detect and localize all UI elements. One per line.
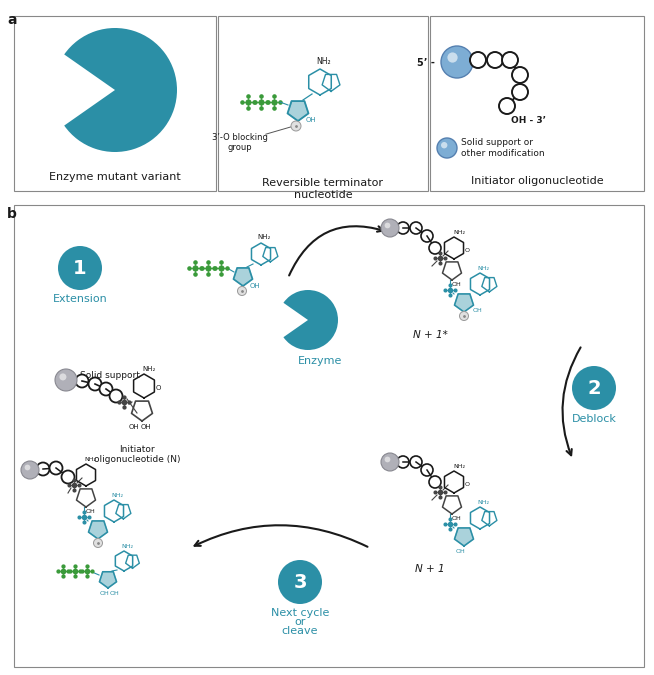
Circle shape xyxy=(88,377,101,391)
Text: Enzyme mutant variant: Enzyme mutant variant xyxy=(49,172,181,182)
Text: cleave: cleave xyxy=(282,626,318,636)
Polygon shape xyxy=(88,521,107,539)
Text: a: a xyxy=(7,13,16,27)
Circle shape xyxy=(441,46,473,78)
Circle shape xyxy=(499,98,515,114)
Circle shape xyxy=(460,311,468,321)
FancyBboxPatch shape xyxy=(14,16,216,191)
Circle shape xyxy=(410,456,422,468)
Text: OH: OH xyxy=(85,509,95,514)
Text: NH₂: NH₂ xyxy=(143,366,156,372)
Circle shape xyxy=(37,462,50,475)
Text: OH: OH xyxy=(129,424,139,430)
Circle shape xyxy=(385,223,390,228)
Text: OH: OH xyxy=(250,283,261,289)
Text: 3’-O blocking
group: 3’-O blocking group xyxy=(212,133,268,153)
Text: OH: OH xyxy=(452,282,462,287)
Text: NH₂: NH₂ xyxy=(477,266,489,271)
Text: Deblock: Deblock xyxy=(572,414,617,424)
Circle shape xyxy=(429,242,441,254)
Circle shape xyxy=(410,222,422,234)
Text: O: O xyxy=(156,385,162,391)
Circle shape xyxy=(502,52,518,68)
Text: OH: OH xyxy=(455,549,465,554)
Circle shape xyxy=(512,67,528,83)
Text: 1: 1 xyxy=(73,259,87,277)
Circle shape xyxy=(237,286,247,296)
FancyBboxPatch shape xyxy=(430,16,644,191)
Text: 3: 3 xyxy=(293,572,307,591)
Text: Reversible terminator
nucleotide: Reversible terminator nucleotide xyxy=(262,178,383,200)
Text: Extension: Extension xyxy=(52,294,107,304)
Circle shape xyxy=(470,52,486,68)
Text: NH₂: NH₂ xyxy=(257,234,271,240)
Text: OH: OH xyxy=(109,591,119,596)
Text: Next cycle: Next cycle xyxy=(271,608,329,618)
Text: N + 1*: N + 1* xyxy=(413,330,447,340)
Text: OH: OH xyxy=(99,591,109,596)
Text: NH₂: NH₂ xyxy=(84,457,96,462)
Wedge shape xyxy=(64,28,177,152)
FancyBboxPatch shape xyxy=(218,16,428,191)
Circle shape xyxy=(75,375,88,387)
Text: Solid support: Solid support xyxy=(80,371,140,381)
Text: O: O xyxy=(465,248,470,252)
FancyBboxPatch shape xyxy=(14,205,644,667)
Circle shape xyxy=(278,560,322,604)
Circle shape xyxy=(291,121,301,131)
Circle shape xyxy=(94,539,103,547)
Circle shape xyxy=(21,461,39,479)
Circle shape xyxy=(397,456,409,468)
Text: OH: OH xyxy=(473,308,483,313)
Circle shape xyxy=(429,476,441,488)
Circle shape xyxy=(421,464,433,476)
Text: OH: OH xyxy=(452,516,462,521)
Circle shape xyxy=(437,138,457,158)
Text: NH₂: NH₂ xyxy=(111,493,123,498)
Text: Solid support or
other modification: Solid support or other modification xyxy=(461,138,545,158)
Text: NH₂: NH₂ xyxy=(453,464,465,469)
Text: NH₂: NH₂ xyxy=(453,230,465,235)
Circle shape xyxy=(421,230,433,242)
Text: 2: 2 xyxy=(587,379,601,398)
Circle shape xyxy=(109,389,122,402)
Text: OH - 3’: OH - 3’ xyxy=(511,116,546,125)
Text: or: or xyxy=(294,617,305,627)
Circle shape xyxy=(572,366,616,410)
Text: b: b xyxy=(7,207,17,221)
Text: O: O xyxy=(465,481,470,487)
Text: Initiator oligonucleotide: Initiator oligonucleotide xyxy=(471,176,603,186)
Circle shape xyxy=(61,470,75,483)
Polygon shape xyxy=(233,268,252,286)
Circle shape xyxy=(381,219,399,237)
Circle shape xyxy=(60,373,67,381)
Text: NH₂: NH₂ xyxy=(121,544,133,549)
Polygon shape xyxy=(455,294,473,312)
Circle shape xyxy=(512,84,528,100)
Text: NH₂: NH₂ xyxy=(317,57,332,66)
Circle shape xyxy=(447,53,458,63)
Circle shape xyxy=(99,383,112,396)
Circle shape xyxy=(58,246,102,290)
Text: Enzyme: Enzyme xyxy=(298,356,342,366)
Circle shape xyxy=(385,456,390,462)
Circle shape xyxy=(441,142,447,148)
Text: N + 1: N + 1 xyxy=(415,564,445,574)
Circle shape xyxy=(50,462,63,475)
Wedge shape xyxy=(283,290,338,350)
Circle shape xyxy=(55,369,77,391)
Circle shape xyxy=(381,453,399,471)
Circle shape xyxy=(397,222,409,234)
Text: 5’ -: 5’ - xyxy=(417,58,435,68)
Polygon shape xyxy=(455,528,473,546)
Polygon shape xyxy=(288,101,309,121)
Circle shape xyxy=(487,52,503,68)
Text: Initiator
oligonucleotide (N): Initiator oligonucleotide (N) xyxy=(94,445,181,464)
Text: NH₂: NH₂ xyxy=(477,500,489,505)
Text: OH: OH xyxy=(306,117,317,123)
Text: OH: OH xyxy=(141,424,151,430)
Circle shape xyxy=(25,464,30,470)
Polygon shape xyxy=(99,572,116,588)
